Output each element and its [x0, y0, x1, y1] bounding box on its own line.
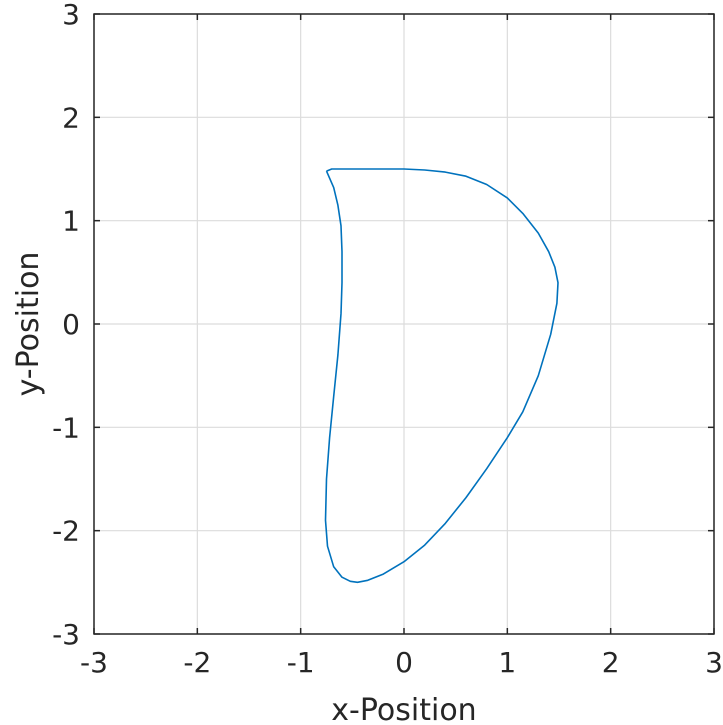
y-tick-label: 3 — [62, 0, 80, 31]
y-tick-label: 2 — [62, 101, 80, 134]
series-layer — [324, 168, 559, 584]
x-tick-label: -2 — [183, 646, 211, 679]
series-line — [324, 168, 559, 584]
x-tick-label: -1 — [287, 646, 315, 679]
x-tick-label: 3 — [705, 646, 723, 679]
x-tick-labels: -3 -2 -1 0 1 2 3 — [80, 646, 723, 679]
x-tick-label: 0 — [395, 646, 413, 679]
y-tick-labels: -3 -2 -1 0 1 2 3 — [52, 0, 80, 651]
x-axis-label: x-Position — [331, 693, 476, 725]
y-tick-label: -2 — [52, 515, 80, 548]
y-tick-label: 1 — [62, 205, 80, 238]
x-tick-label: 2 — [602, 646, 620, 679]
x-tick-label: -3 — [80, 646, 108, 679]
tick-marks — [93, 13, 715, 635]
grid-lines — [93, 13, 715, 635]
x-tick-label: 1 — [498, 646, 516, 679]
y-axis-label: y-Position — [11, 252, 46, 397]
y-tick-label: -1 — [52, 411, 80, 444]
y-tick-label: -3 — [52, 618, 80, 651]
y-tick-label: 0 — [62, 308, 80, 341]
